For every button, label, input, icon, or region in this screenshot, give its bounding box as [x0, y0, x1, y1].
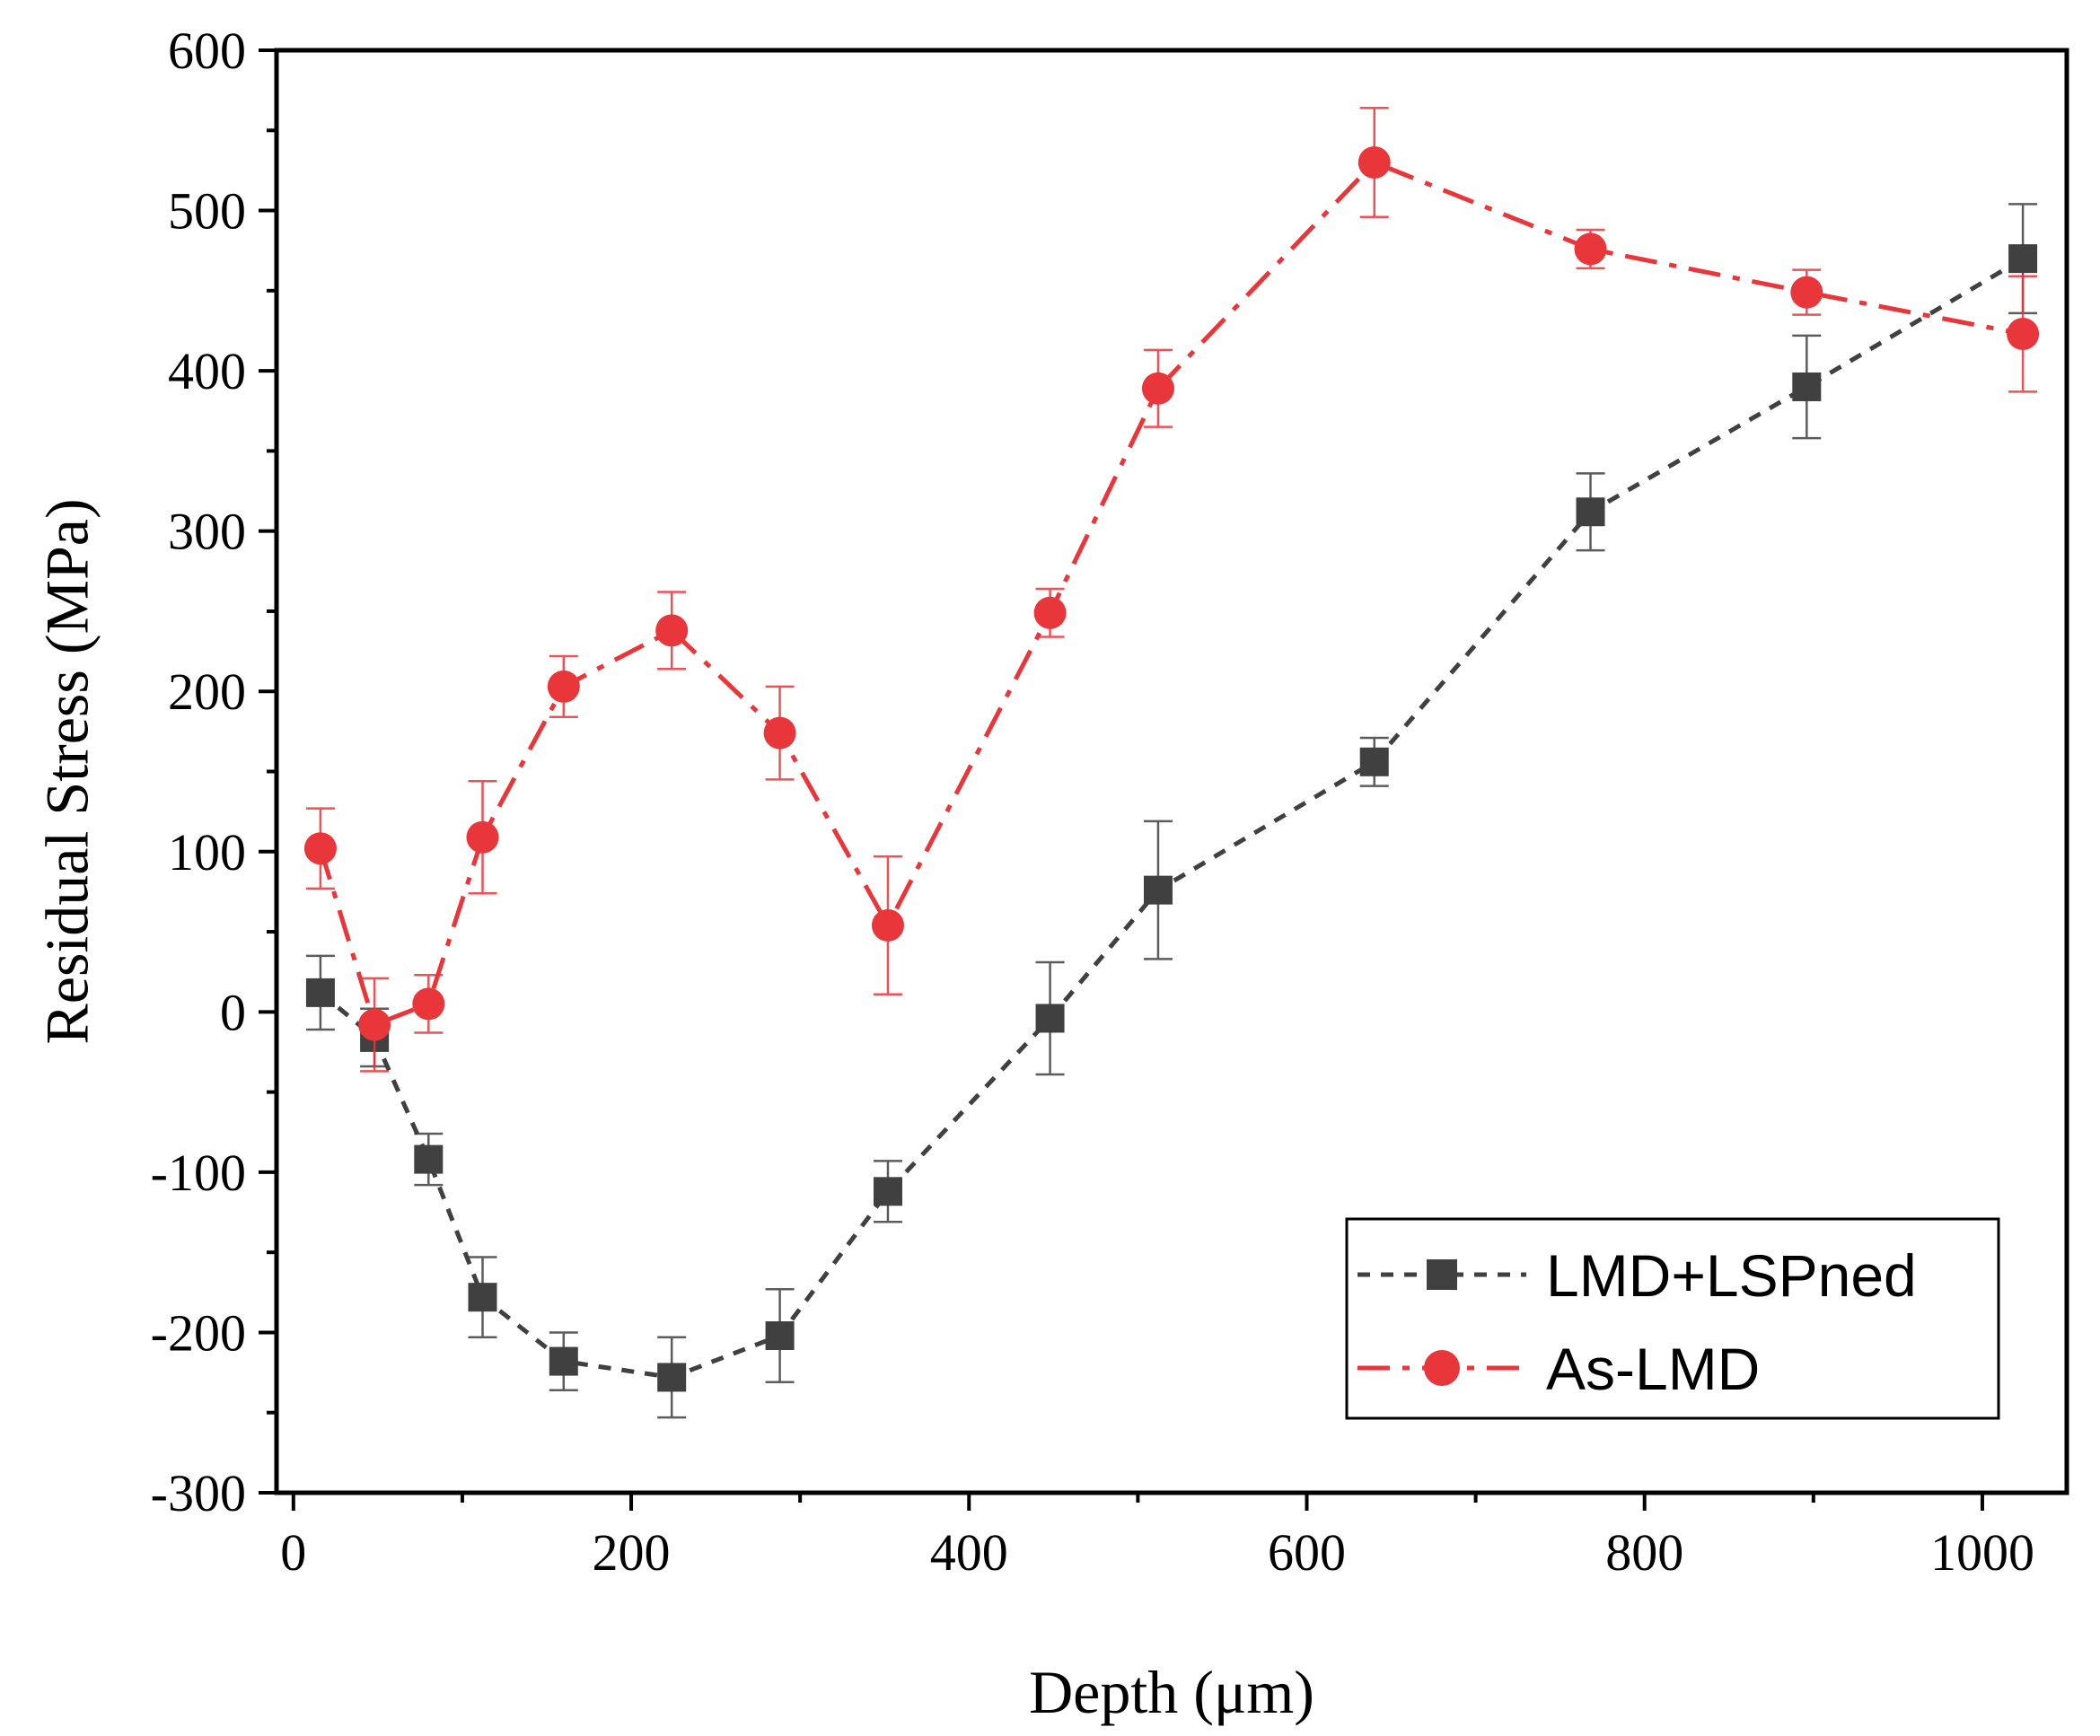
data-point-square — [414, 1144, 444, 1174]
data-point-square — [2008, 244, 2038, 274]
legend-box — [1345, 1217, 2000, 1420]
data-point-circle — [1033, 596, 1067, 629]
data-point-square — [657, 1363, 687, 1392]
data-point-square — [305, 978, 335, 1007]
data-point-square — [1576, 497, 1605, 527]
legend-label: LMD+LSPned — [1546, 1242, 1917, 1309]
data-point-square — [1359, 747, 1389, 776]
y-tick-label: 400 — [168, 342, 246, 400]
data-point-circle — [763, 716, 796, 750]
x-tick-label: 400 — [930, 1523, 1008, 1582]
legend-label: As-LMD — [1546, 1336, 1760, 1402]
data-point-circle — [1141, 372, 1174, 405]
series-2 — [303, 107, 2040, 1073]
data-point-square — [1143, 875, 1173, 905]
y-tick-label: 300 — [168, 503, 246, 561]
y-tick-label: -200 — [151, 1303, 246, 1362]
x-tick-label: 0 — [280, 1523, 306, 1582]
y-axis-title: Residual Stress (MPa) — [33, 498, 101, 1044]
x-tick-label: 200 — [593, 1523, 671, 1582]
series-line — [318, 160, 2024, 1028]
data-point-circle — [358, 1008, 391, 1041]
data-point-circle — [1790, 276, 1823, 309]
marks-layer — [303, 107, 2040, 1419]
data-point-circle — [1424, 1350, 1460, 1386]
x-tick-label: 1000 — [1930, 1523, 2034, 1582]
data-point-circle — [2007, 318, 2040, 351]
data-point-circle — [466, 820, 499, 854]
data-point-circle — [303, 832, 337, 865]
y-tick-label: -100 — [151, 1144, 246, 1202]
y-tick-label: 600 — [168, 22, 246, 80]
y-tick-label: 0 — [220, 983, 246, 1041]
data-point-square — [468, 1283, 497, 1312]
data-point-circle — [1358, 145, 1391, 179]
data-point-square — [873, 1177, 902, 1206]
data-point-square — [1792, 372, 1822, 401]
data-point-square — [549, 1346, 578, 1376]
data-point-circle — [1574, 232, 1607, 266]
data-point-circle — [655, 614, 689, 647]
data-point-circle — [412, 987, 445, 1021]
y-tick-label: -300 — [151, 1464, 246, 1522]
data-point-square — [765, 1321, 795, 1351]
axes-layer: -300 -200 -100 0 100 200 300 400 500 600 0 200 400 60… — [151, 22, 2034, 1582]
x-tick-label: 800 — [1605, 1523, 1683, 1582]
x-axis-title: Depth (μm) — [1029, 1658, 1314, 1726]
x-tick-label: 600 — [1268, 1523, 1346, 1582]
data-point-square — [1427, 1259, 1457, 1290]
legend-entry: As-LMD — [1358, 1336, 1760, 1402]
data-point-circle — [547, 670, 580, 703]
y-tick-label: 200 — [168, 662, 246, 721]
legend: LMD+LSPned As-LMD — [1345, 1217, 2000, 1420]
legend-entry: LMD+LSPned — [1358, 1242, 1917, 1309]
y-tick-label: 500 — [168, 182, 246, 241]
y-tick-label: 100 — [168, 823, 246, 881]
data-point-circle — [871, 908, 904, 942]
data-point-square — [1035, 1004, 1065, 1033]
